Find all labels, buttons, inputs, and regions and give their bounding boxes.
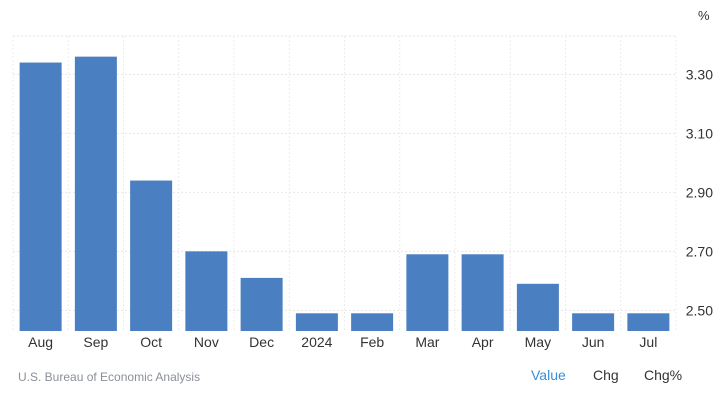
- source-label: U.S. Bureau of Economic Analysis: [18, 370, 201, 384]
- x-tick-label: Feb: [360, 334, 384, 350]
- bar[interactable]: [351, 313, 394, 331]
- chart-footer: U.S. Bureau of Economic Analysis Value C…: [0, 360, 721, 400]
- x-tick-label: Mar: [415, 334, 439, 350]
- bar[interactable]: [516, 283, 559, 331]
- x-tick-label: Jun: [582, 334, 605, 350]
- bar-chart: Aug Sep Oct Nov Dec 2024 Feb Mar Apr May Jun Jul 2.…: [12, 8, 713, 350]
- x-tick-label: Jul: [639, 334, 657, 350]
- bar[interactable]: [240, 277, 283, 331]
- x-tick-label: Dec: [249, 334, 274, 350]
- y-tick-label: 2.50: [686, 302, 713, 318]
- bar[interactable]: [627, 313, 670, 331]
- bar[interactable]: [461, 254, 504, 331]
- x-axis-labels: Aug Sep Oct Nov Dec 2024 Feb Mar Apr May Jun Jul: [28, 334, 657, 350]
- y-tick-label: 2.70: [686, 243, 713, 259]
- x-tick-label: Sep: [83, 334, 108, 350]
- bar[interactable]: [130, 180, 173, 331]
- tab-chg[interactable]: Chg: [593, 367, 619, 383]
- y-tick-label: 3.30: [686, 66, 713, 82]
- bar[interactable]: [185, 251, 228, 331]
- y-tick-label: 3.10: [686, 125, 713, 141]
- y-tick-label: 2.90: [686, 184, 713, 200]
- bar[interactable]: [74, 56, 117, 332]
- x-tick-label: Oct: [140, 334, 162, 350]
- tab-chg-percent[interactable]: Chg%: [644, 367, 683, 383]
- bar[interactable]: [19, 62, 62, 332]
- y-axis-unit-label: %: [698, 8, 710, 23]
- bar[interactable]: [295, 313, 338, 331]
- view-tabs: Value Chg Chg%: [521, 367, 721, 389]
- x-tick-label: Apr: [472, 334, 494, 350]
- x-tick-label: 2024: [301, 334, 332, 350]
- x-tick-label: Nov: [194, 334, 219, 350]
- tab-value[interactable]: Value: [531, 367, 566, 383]
- y-axis-labels: 2.50 2.70 2.90 3.10 3.30: [686, 66, 713, 318]
- bar[interactable]: [572, 313, 615, 331]
- x-tick-label: May: [525, 334, 551, 350]
- bar[interactable]: [406, 254, 449, 331]
- grid-lines: [12, 35, 677, 331]
- x-tick-label: Aug: [28, 334, 53, 350]
- bars: [19, 56, 670, 332]
